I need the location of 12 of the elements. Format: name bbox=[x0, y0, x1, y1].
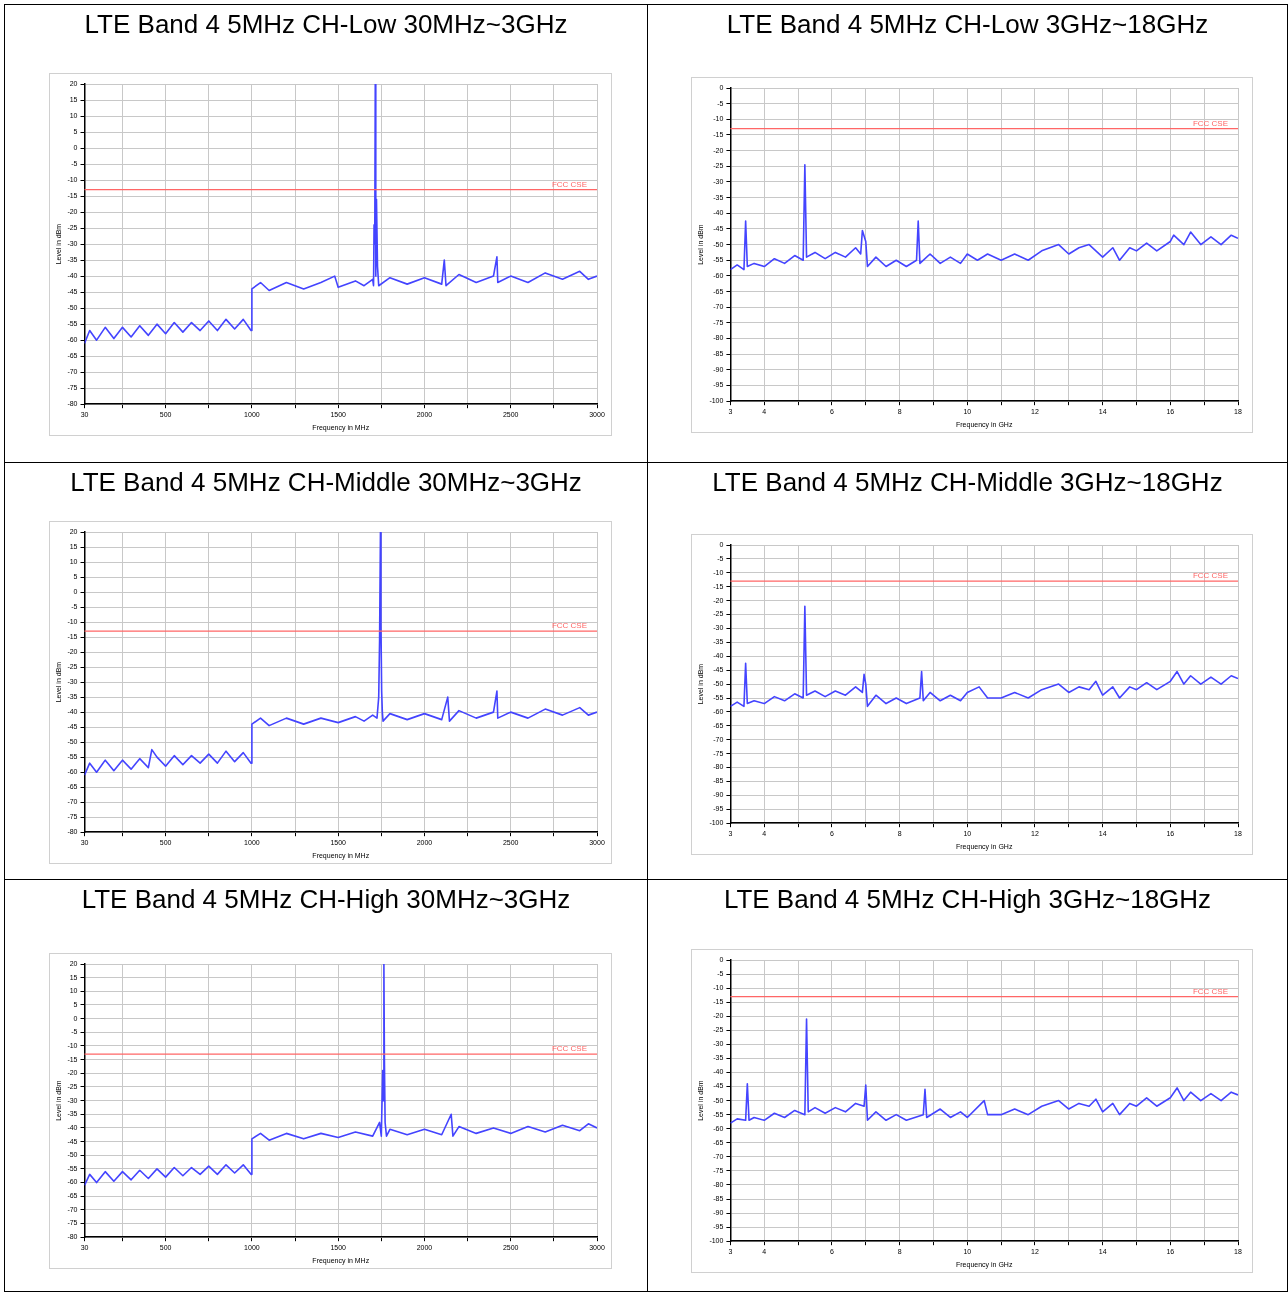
chart-title: LTE Band 4 5MHz CH-Low 3GHz~18GHz bbox=[725, 9, 1210, 40]
chart-title: LTE Band 4 5MHz CH-Middle 3GHz~18GHz bbox=[711, 467, 1224, 498]
chart-title: LTE Band 4 5MHz CH-High 3GHz~18GHz bbox=[722, 884, 1213, 915]
ref-line-label: FCC CSE bbox=[1192, 571, 1228, 581]
ref-line-label: FCC CSE bbox=[551, 179, 587, 189]
ref-line-label: FCC CSE bbox=[551, 1044, 587, 1054]
chart-title: LTE Band 4 5MHz CH-High 30MHz~3GHz bbox=[80, 884, 572, 915]
chart-title: LTE Band 4 5MHz CH-Low 30MHz~3GHz bbox=[83, 9, 569, 40]
ref-line-label: FCC CSE bbox=[551, 621, 587, 631]
ref-line-label: FCC CSE bbox=[1192, 118, 1228, 128]
ref-line-label: FCC CSE bbox=[1192, 986, 1228, 996]
chart-title: LTE Band 4 5MHz CH-Middle 30MHz~3GHz bbox=[69, 467, 583, 498]
